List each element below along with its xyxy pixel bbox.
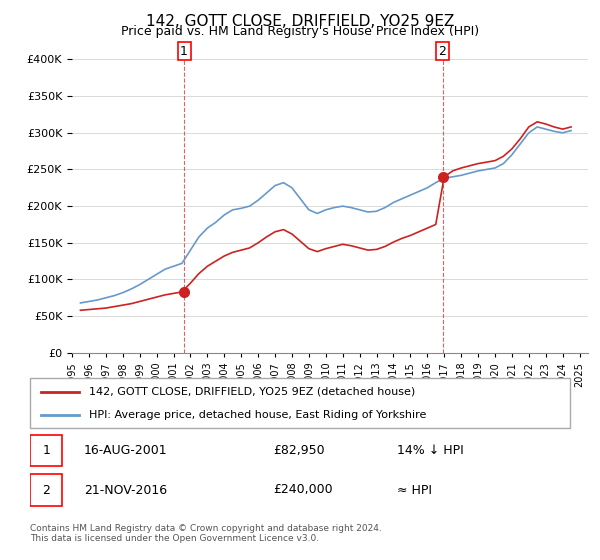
Text: £82,950: £82,950 bbox=[273, 444, 325, 458]
FancyBboxPatch shape bbox=[30, 474, 62, 506]
FancyBboxPatch shape bbox=[30, 378, 570, 428]
Text: HPI: Average price, detached house, East Riding of Yorkshire: HPI: Average price, detached house, East… bbox=[89, 410, 427, 420]
Text: Contains HM Land Registry data © Crown copyright and database right 2024.
This d: Contains HM Land Registry data © Crown c… bbox=[30, 524, 382, 543]
Text: 21-NOV-2016: 21-NOV-2016 bbox=[84, 483, 167, 497]
Text: ≈ HPI: ≈ HPI bbox=[397, 483, 432, 497]
Text: 1: 1 bbox=[180, 45, 188, 58]
Text: 2: 2 bbox=[42, 483, 50, 497]
Text: 16-AUG-2001: 16-AUG-2001 bbox=[84, 444, 167, 458]
Text: £240,000: £240,000 bbox=[273, 483, 332, 497]
Text: 142, GOTT CLOSE, DRIFFIELD, YO25 9EZ (detached house): 142, GOTT CLOSE, DRIFFIELD, YO25 9EZ (de… bbox=[89, 386, 416, 396]
Text: Price paid vs. HM Land Registry's House Price Index (HPI): Price paid vs. HM Land Registry's House … bbox=[121, 25, 479, 38]
FancyBboxPatch shape bbox=[30, 435, 62, 466]
Text: 2: 2 bbox=[439, 45, 446, 58]
Text: 14% ↓ HPI: 14% ↓ HPI bbox=[397, 444, 464, 458]
Text: 1: 1 bbox=[42, 444, 50, 458]
Text: 142, GOTT CLOSE, DRIFFIELD, YO25 9EZ: 142, GOTT CLOSE, DRIFFIELD, YO25 9EZ bbox=[146, 14, 454, 29]
